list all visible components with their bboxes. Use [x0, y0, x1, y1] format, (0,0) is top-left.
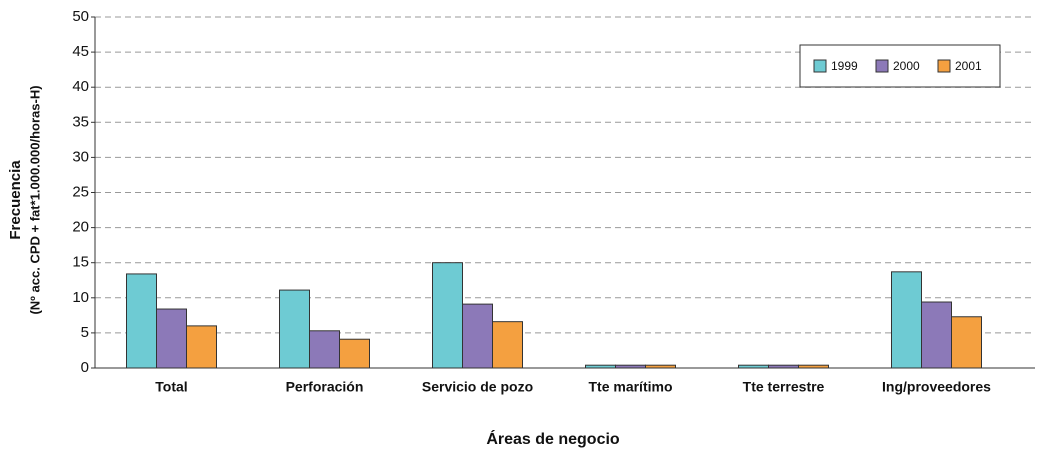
- bar: [615, 364, 646, 369]
- bar: [339, 338, 370, 369]
- x-axis-label: Áreas de negocio: [486, 429, 620, 448]
- bar: [951, 316, 982, 369]
- bar: [891, 271, 922, 369]
- x-tick-label: Tte marítimo: [588, 379, 672, 395]
- bar: [585, 364, 616, 369]
- x-tick-label: Ing/proveedores: [882, 379, 991, 395]
- bar: [432, 262, 463, 369]
- y-tick-label: 40: [72, 78, 89, 95]
- bar: [645, 364, 676, 369]
- y-tick-label: 25: [72, 183, 89, 200]
- legend-swatch: [937, 59, 951, 73]
- y-axis-label: (Nº acc. CPD + fat*1.000.000/horas-H): [27, 85, 42, 314]
- y-tick-label: 15: [72, 254, 89, 271]
- bar: [921, 301, 952, 369]
- bar: [492, 321, 523, 369]
- y-tick-label: 20: [72, 219, 89, 236]
- x-tick-label: Total: [155, 379, 187, 395]
- y-tick-label: 5: [81, 324, 89, 341]
- bar: [462, 303, 493, 369]
- y-tick-label: 45: [72, 43, 89, 60]
- bar: [126, 273, 157, 369]
- legend-swatch: [875, 59, 889, 73]
- y-tick-label: 35: [72, 113, 89, 130]
- y-tick-label: 10: [72, 289, 89, 306]
- bar: [798, 364, 829, 369]
- legend-box: [799, 44, 1001, 88]
- y-tick-label: 50: [72, 8, 89, 25]
- y-tick-label: 30: [72, 148, 89, 165]
- bar: [768, 364, 799, 369]
- legend-label: 1999: [831, 59, 858, 73]
- bar: [156, 308, 187, 369]
- legend-label: 2000: [893, 59, 920, 73]
- legend-swatch: [813, 59, 827, 73]
- x-tick-label: Perforación: [286, 379, 364, 395]
- legend-label: 2001: [955, 59, 982, 73]
- bar: [309, 330, 340, 369]
- x-tick-label: Tte terrestre: [743, 379, 825, 395]
- bar: [186, 325, 217, 369]
- x-tick-label: Servicio de pozo: [422, 379, 533, 395]
- y-tick-label: 0: [81, 359, 89, 376]
- bar: [279, 289, 310, 369]
- y-axis-label: Frecuencia: [7, 160, 24, 240]
- bar: [738, 364, 769, 369]
